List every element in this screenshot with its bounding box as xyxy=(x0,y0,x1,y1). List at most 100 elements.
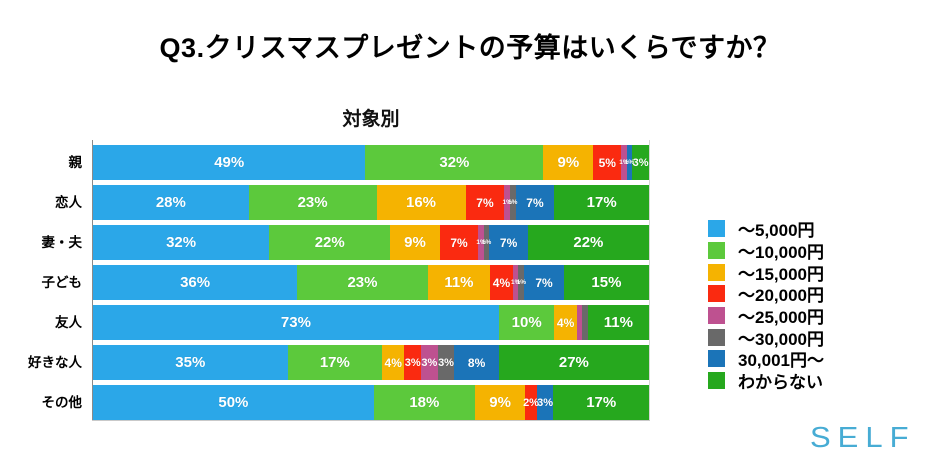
page-title: Q3.クリスマスプレゼントの予算はいくらですか？ xyxy=(159,33,781,63)
bar-segment: 7% xyxy=(465,185,505,220)
stacked-bar-plot: 49% 32% 9% 5% 1% 1% 3% 28% 23% 16% 7% 1% 1% 7% 17% 32% 2… xyxy=(93,140,649,420)
bar-segment-label: 7% xyxy=(535,275,553,290)
bar-segment-label: 18% xyxy=(409,394,440,411)
bar-segment: 3% xyxy=(437,345,455,380)
legend-swatch xyxy=(708,263,725,281)
legend-swatch xyxy=(708,350,725,368)
category-label: 親 xyxy=(68,155,83,170)
bar-segment: 18% xyxy=(373,385,475,420)
bar-segment-label: 4% xyxy=(556,315,575,330)
bar-segment: 17% xyxy=(554,185,649,220)
bar-segment: 15% xyxy=(563,265,649,300)
bar-segment xyxy=(576,305,583,340)
bar-segment: 27% xyxy=(498,345,649,380)
legend-swatch xyxy=(708,220,725,238)
bar-segment-label: 8% xyxy=(467,355,486,370)
bar-segment-label: 1% xyxy=(624,159,635,166)
bar-segment: 17% xyxy=(287,345,383,380)
category-label: 子ども xyxy=(41,275,83,290)
category-axis: 親恋人 妻・夫 子ども 友人 好きな人 その他 xyxy=(0,140,86,420)
bar-segment-label: 10% xyxy=(511,314,542,331)
legend-swatch xyxy=(708,328,725,346)
bar-segment-label: 9% xyxy=(404,234,426,251)
bar-segment: 22% xyxy=(527,225,649,260)
bar-row: 73% 10% 4% 11% xyxy=(93,305,649,340)
bar-segment-label: 50% xyxy=(218,394,249,411)
bar-segment-label: 32% xyxy=(166,234,197,251)
bar-segment: 10% xyxy=(498,305,555,340)
bar-segment: 11% xyxy=(427,265,491,300)
bar-segment: 7% xyxy=(515,185,555,220)
bar-row: 36% 23% 11% 4% 1% 1% 7% 15% xyxy=(93,265,649,300)
y-axis-line xyxy=(92,140,93,421)
bar-row: 28% 23% 16% 7% 1% 1% 7% 17% xyxy=(93,185,649,220)
legend-item: ～25,000円 xyxy=(708,305,824,327)
bar-segment-label: 3% xyxy=(421,356,438,369)
bar-segment-label: 27% xyxy=(558,354,589,371)
category-label: 好きな人 xyxy=(28,355,82,370)
bar-row: 35% 17% 4% 3% 3% 3% 8% 27% xyxy=(93,345,649,380)
legend: ～5,000円 ～10,000円 ～15,000円 ～20,000円 ～25,000円～… xyxy=(708,218,824,392)
x-axis-line xyxy=(92,420,650,421)
bar-segment-label: 17% xyxy=(319,354,350,371)
bar-segment: 50% xyxy=(93,385,374,420)
bar-segment: 36% xyxy=(93,265,298,300)
legend-item: 30,001円～ xyxy=(708,348,824,370)
bar-segment: 4% xyxy=(382,345,405,380)
bar-segment: 73% xyxy=(93,305,499,340)
bar-segment-label: 15% xyxy=(591,274,622,291)
bar-segment-label: 16% xyxy=(406,194,437,211)
bar-segment: 35% xyxy=(93,345,288,380)
legend-label: ～10,000円 xyxy=(738,243,824,263)
bar-segment-label: 17% xyxy=(586,394,617,411)
bar-segment-label: 36% xyxy=(180,274,211,291)
bar-segment-label: 1% xyxy=(619,159,629,166)
bar-segment-label: 7% xyxy=(476,195,494,210)
bar-segment-label: 22% xyxy=(573,234,604,251)
bar-segment: 23% xyxy=(297,265,428,300)
bar-segment-label: 22% xyxy=(314,234,345,251)
bar-segment-label: 3% xyxy=(537,396,553,409)
bar-segment-label: 28% xyxy=(155,194,186,211)
legend-item: わからない xyxy=(708,370,824,392)
legend-item: ～15,000円 xyxy=(708,261,824,284)
bar-segment: 11% xyxy=(587,305,649,340)
bar-segment-label: 17% xyxy=(586,194,617,211)
bar-segment-label: 73% xyxy=(280,314,311,331)
bar-segment-label: 3% xyxy=(404,356,421,369)
bar-segment: 16% xyxy=(376,185,466,220)
bar-segment: 7% xyxy=(524,265,564,300)
bar-segment: 9% xyxy=(474,385,526,420)
bar-segment-label: 4% xyxy=(492,275,511,290)
legend-item: ～5,000円 xyxy=(708,218,824,240)
legend-label: ～25,000円 xyxy=(738,308,824,328)
bar-segment: 32% xyxy=(365,145,544,180)
bar-segment: 23% xyxy=(248,185,377,220)
category-label: 友人 xyxy=(55,315,82,330)
bar-segment-label: 9% xyxy=(557,154,580,171)
category-label: その他 xyxy=(41,395,83,410)
bar-segment-label: 7% xyxy=(499,235,518,250)
bar-segment: 4% xyxy=(554,305,577,340)
bar-segment-label: 11% xyxy=(603,314,633,331)
bar-segment-label: 23% xyxy=(297,194,328,211)
bar-row: 49% 32% 9% 5% 1% 1% 3% xyxy=(93,145,649,180)
bar-segment-label: 3% xyxy=(438,356,454,369)
bar-segment: 1% xyxy=(502,185,512,220)
bar-segment: 1% xyxy=(624,145,635,180)
bar-segment-label: 2% xyxy=(523,396,539,409)
bar-segment: 2% xyxy=(523,385,539,420)
legend-label: ～20,000円 xyxy=(738,286,824,306)
legend-swatch xyxy=(708,242,725,260)
bar-segment: 32% xyxy=(93,225,270,260)
self-logo: SELF xyxy=(810,421,916,454)
legend-swatch xyxy=(708,307,725,325)
bar-segment: 1% xyxy=(511,265,520,300)
legend-label: ～15,000円 xyxy=(738,264,824,284)
bar-segment-label: 11% xyxy=(444,274,474,291)
bar-segment-label: 32% xyxy=(439,154,470,171)
bar-segment-label: 1% xyxy=(516,279,527,286)
bar-segment-label: 4% xyxy=(384,355,402,370)
bar-segment: 1% xyxy=(508,185,517,220)
